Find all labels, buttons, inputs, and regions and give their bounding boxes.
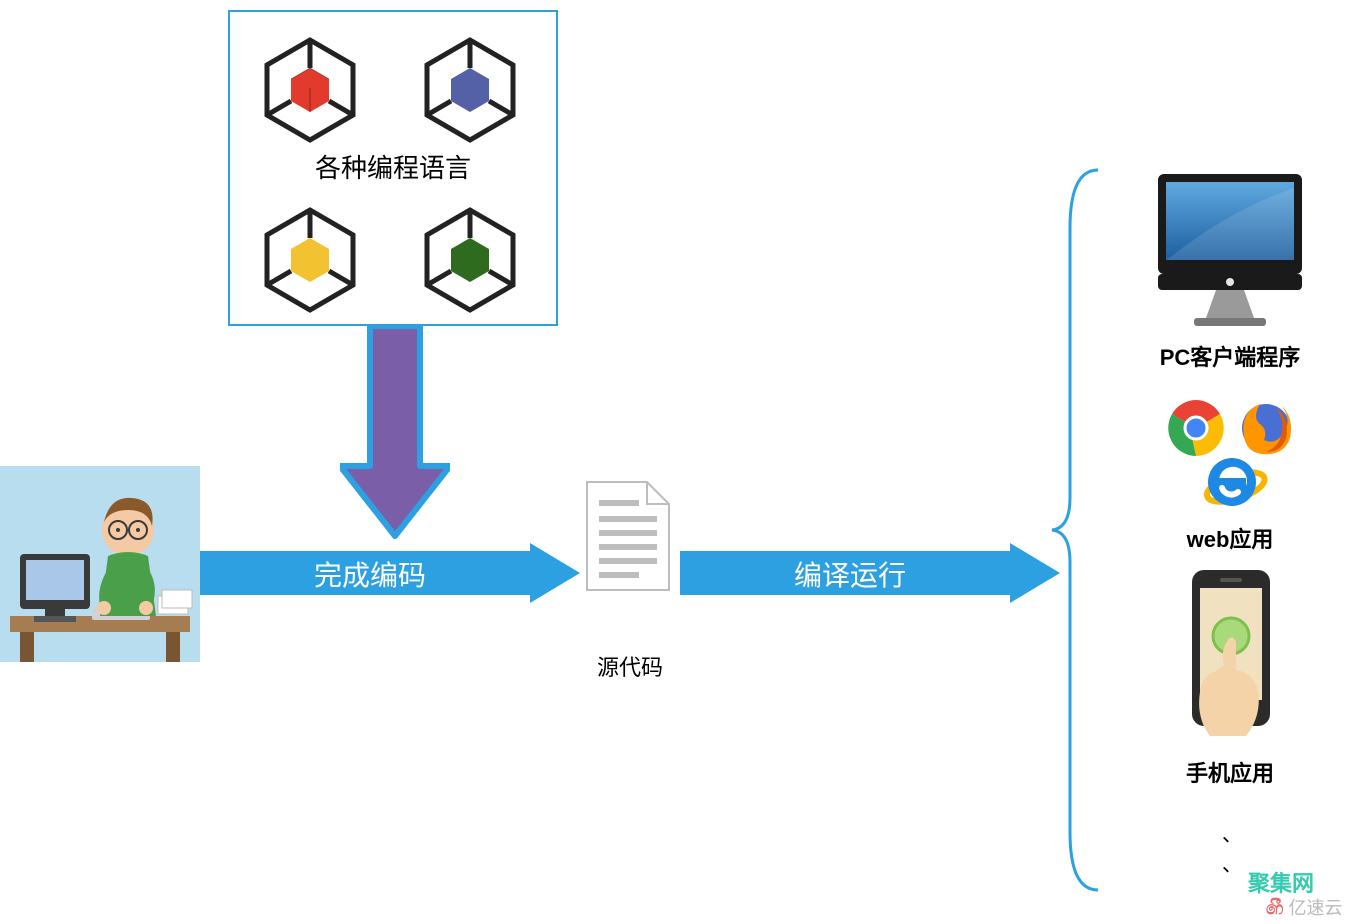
watermark-yisu: ෯ 亿速云 <box>1266 894 1343 920</box>
web-label: web应用 <box>1160 522 1300 554</box>
yisu-icon: ෯ <box>1266 898 1283 918</box>
source-code-label: 源代码 <box>560 650 700 682</box>
pc-label: PC客户端程序 <box>1130 340 1330 372</box>
languages-label: 各种编程语言 <box>228 148 558 185</box>
dot-1: 、 <box>1222 818 1242 847</box>
phone-icon <box>1180 568 1290 744</box>
dot-2: 、 <box>1222 848 1242 877</box>
diagram-canvas: 各种编程语言 完成编码 <box>0 0 1352 924</box>
arrow-compile-label: 编译运行 <box>680 554 1020 594</box>
bracket-icon <box>1050 168 1100 892</box>
pc-icon <box>1152 170 1308 330</box>
source-doc-icon <box>585 480 671 592</box>
arrow-coding-label: 完成编码 <box>200 554 540 594</box>
browsers-icon <box>1166 398 1298 518</box>
programmer-icon <box>0 466 200 662</box>
mobile-label: 手机应用 <box>1160 756 1300 788</box>
down-arrow <box>340 326 450 546</box>
yisu-text: 亿速云 <box>1289 898 1343 918</box>
